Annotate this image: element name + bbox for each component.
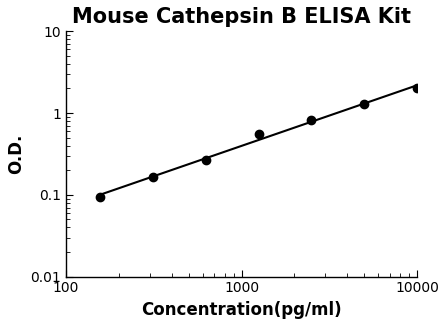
Point xyxy=(308,117,315,123)
Point xyxy=(361,101,368,106)
Y-axis label: O.D.: O.D. xyxy=(7,134,25,174)
Point xyxy=(149,174,157,180)
Point xyxy=(97,194,104,199)
X-axis label: Concentration(pg/ml): Concentration(pg/ml) xyxy=(141,301,342,319)
Title: Mouse Cathepsin B ELISA Kit: Mouse Cathepsin B ELISA Kit xyxy=(72,7,411,27)
Point xyxy=(255,132,262,137)
Point xyxy=(413,86,421,91)
Point xyxy=(202,157,209,162)
